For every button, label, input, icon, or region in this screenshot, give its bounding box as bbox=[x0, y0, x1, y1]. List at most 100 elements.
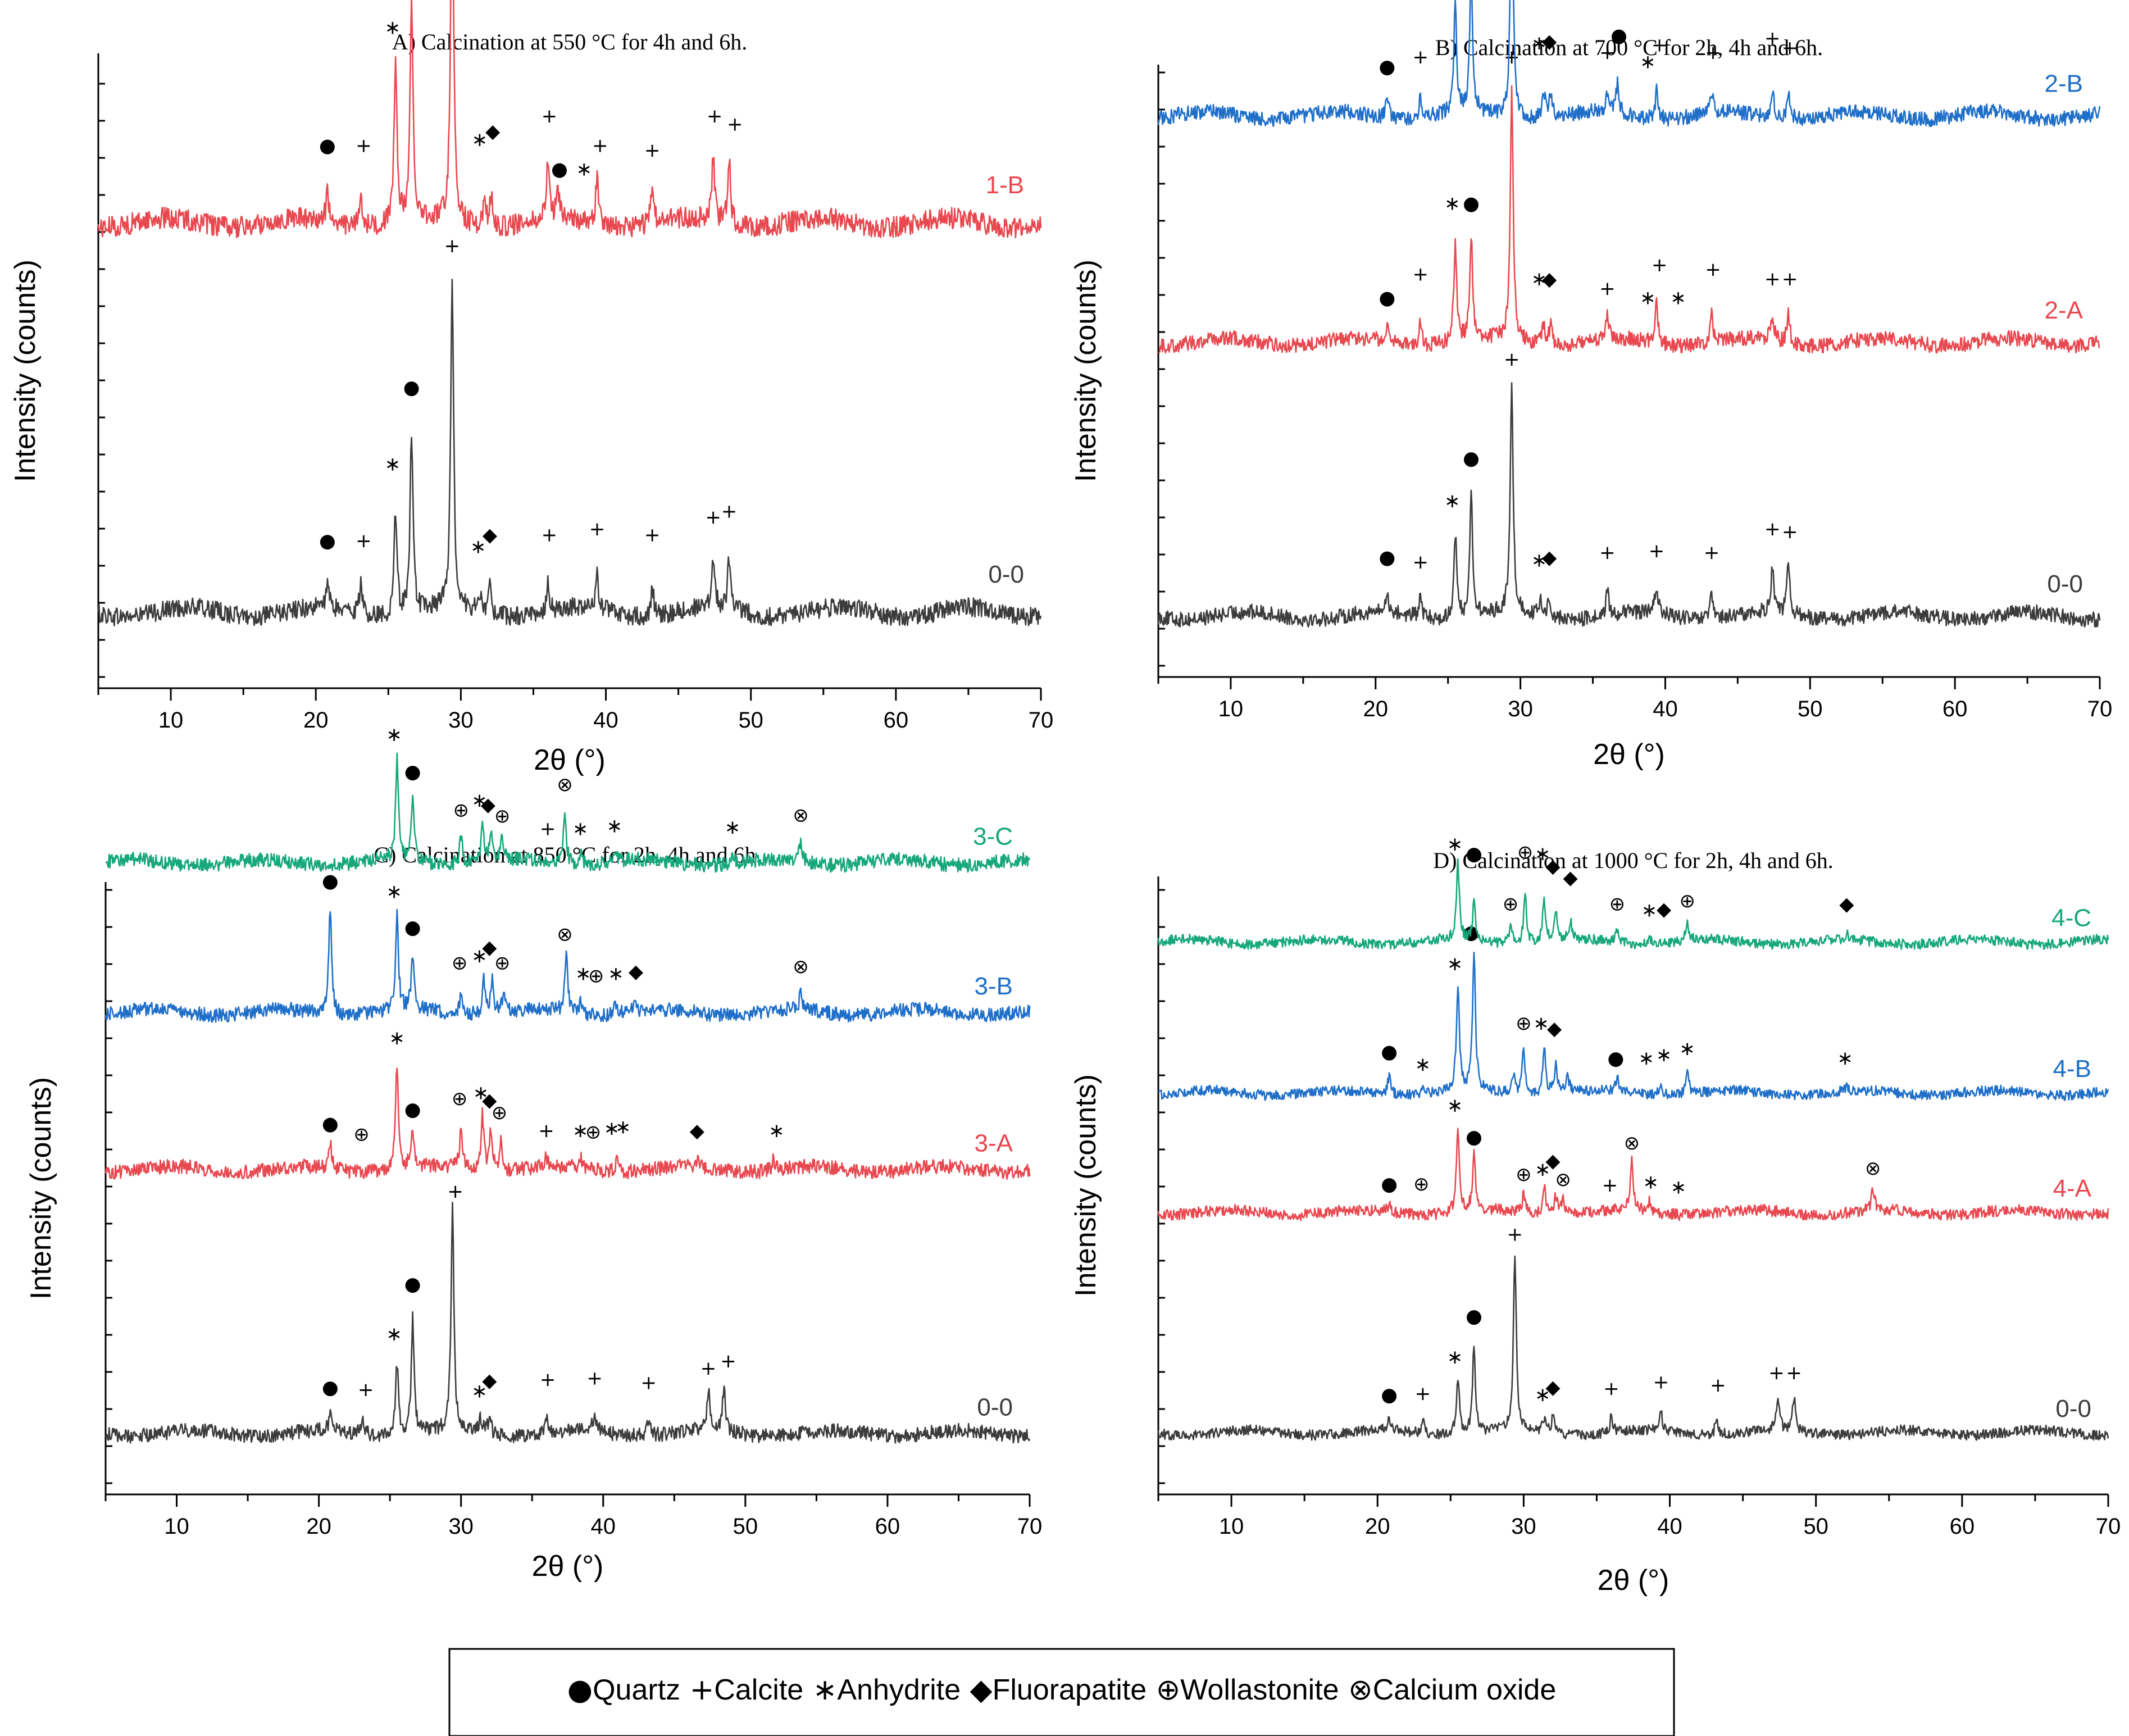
phase-marker: ∗ bbox=[385, 16, 401, 39]
chart-title: A) Calcination at 550 °C for 4h and 6h. bbox=[392, 29, 748, 54]
phase-marker: ∗ bbox=[1680, 1038, 1696, 1060]
phase-marker: ∗ bbox=[1641, 899, 1658, 922]
phase-marker: + bbox=[1704, 542, 1720, 564]
legend-symbol: + bbox=[680, 1673, 714, 1707]
phase-marker: ◆ bbox=[629, 961, 644, 983]
phase-marker: ● bbox=[1463, 447, 1480, 470]
phase-marker: + bbox=[1764, 518, 1781, 540]
phase-marker: ● bbox=[1466, 1126, 1482, 1148]
chart-panel-b: 10 20 30 40 50 60 70 B) Calcination at 700 °C f… bbox=[1070, 0, 2112, 771]
phase-marker: + bbox=[1599, 278, 1616, 300]
phase-marker: ⊕ bbox=[1517, 842, 1534, 864]
series-label: 3-C bbox=[973, 822, 1013, 850]
series-label: 2-B bbox=[2045, 70, 2083, 98]
phase-marker: ◆ bbox=[1563, 866, 1578, 889]
phase-marker: ◆ bbox=[482, 937, 497, 959]
phase-marker: + bbox=[592, 134, 608, 157]
phase-marker: + bbox=[721, 500, 738, 522]
phase-marker: + bbox=[707, 105, 723, 128]
phase-marker: ◆ bbox=[1542, 30, 1557, 53]
phase-marker: ● bbox=[1466, 843, 1482, 865]
phase-marker: ◆ bbox=[1839, 893, 1854, 915]
x-tick-label: 40 bbox=[1653, 697, 1678, 721]
phase-marker: ● bbox=[1463, 193, 1480, 215]
phase-marker: ● bbox=[1611, 25, 1627, 47]
phase-marker: + bbox=[1705, 42, 1721, 64]
phase-marker: ◆ bbox=[481, 794, 496, 816]
phase-marker: + bbox=[538, 1120, 554, 1142]
x-tick-label: 60 bbox=[875, 1514, 900, 1539]
phase-marker: ∗ bbox=[768, 1120, 785, 1142]
phase-marker: ● bbox=[1381, 1173, 1398, 1196]
phase-marker: ◆ bbox=[1542, 547, 1557, 569]
phase-marker: ∗ bbox=[575, 963, 592, 985]
phase-marker: ∗ bbox=[1640, 51, 1656, 74]
y-axis-label: Intensity (counts) bbox=[1070, 1074, 1102, 1297]
phase-marker: + bbox=[589, 518, 606, 540]
phase-marker: + bbox=[1599, 542, 1616, 564]
phase-marker: + bbox=[1507, 1223, 1523, 1246]
x-tick-label: 10 bbox=[158, 708, 184, 733]
phase-marker: + bbox=[1603, 1378, 1620, 1400]
phase-marker: ● bbox=[322, 1376, 339, 1399]
x-tick-label: 70 bbox=[2087, 697, 2113, 721]
phase-marker: ∗ bbox=[1447, 1346, 1463, 1369]
chart-title: D) Calcination at 1000 °C for 2h, 4h and… bbox=[1433, 848, 1834, 873]
phase-marker: ⊕ bbox=[453, 799, 469, 822]
x-tick-label: 20 bbox=[303, 708, 329, 733]
phase-marker: ⊕ bbox=[1609, 893, 1626, 915]
chart-title: B) Calcination at 700 °C for 2h, 4h and … bbox=[1435, 35, 1823, 60]
phase-marker: + bbox=[1786, 1362, 1802, 1384]
phase-marker: ∗ bbox=[473, 1082, 489, 1105]
phase-marker: ⊗ bbox=[1555, 1169, 1571, 1191]
chart-panel-d: 10 20 30 40 50 60 70 D) Calcination at 1000 °C … bbox=[1070, 833, 2121, 1597]
phase-marker: + bbox=[1764, 268, 1781, 290]
legend: ●Quartz +Calcite ∗Anhydrite ◆Fluorapatit… bbox=[448, 1648, 1675, 1736]
chart-panel-c: 10 20 30 40 50 60 70C) Calcination at 850 °C f… bbox=[25, 724, 1042, 1583]
series-line-2-A bbox=[1158, 85, 2100, 354]
phase-marker: ⊕ bbox=[353, 1123, 370, 1146]
series-label: 4-C bbox=[2051, 904, 2091, 931]
phase-marker: ◆ bbox=[1547, 1017, 1562, 1040]
phase-marker: ⊕ bbox=[1680, 890, 1696, 912]
series-line-0-0 bbox=[1157, 382, 2101, 628]
phase-marker: + bbox=[705, 506, 721, 529]
phase-marker: ∗ bbox=[1639, 1047, 1655, 1070]
series-line-3-B bbox=[104, 908, 1031, 1023]
phase-marker: + bbox=[586, 1367, 603, 1390]
phase-marker: ● bbox=[1466, 1305, 1482, 1328]
phase-marker: ◆ bbox=[485, 120, 501, 143]
legend-entry: Wollastonite bbox=[1180, 1674, 1339, 1706]
phase-marker: + bbox=[1504, 46, 1520, 69]
phase-marker: + bbox=[644, 139, 661, 162]
phase-marker: ⊗ bbox=[793, 956, 809, 978]
series-line-4-A bbox=[1157, 1128, 2109, 1221]
x-tick-label: 30 bbox=[1511, 1514, 1536, 1539]
series-line-1-B bbox=[97, 0, 1042, 239]
phase-marker: ∗ bbox=[1531, 32, 1548, 54]
x-tick-label: 20 bbox=[1363, 697, 1389, 721]
series-label: 0-0 bbox=[977, 1393, 1013, 1421]
phase-marker: ∗ bbox=[472, 129, 488, 151]
phase-marker: ∗ bbox=[1531, 268, 1548, 290]
legend-entry: Calcium oxide bbox=[1373, 1674, 1557, 1706]
legend-symbol: ● bbox=[567, 1673, 593, 1707]
series-label: 2-A bbox=[2045, 297, 2083, 324]
phase-marker: ● bbox=[1379, 287, 1396, 310]
phase-marker: ∗ bbox=[576, 158, 593, 180]
phase-marker: ● bbox=[1379, 56, 1396, 78]
phase-marker: ⊕ bbox=[1413, 1173, 1430, 1196]
series-line-0-0 bbox=[105, 1201, 1031, 1444]
phase-marker: + bbox=[1782, 37, 1798, 59]
x-tick-label: 50 bbox=[1803, 1514, 1828, 1539]
phase-marker: ∗ bbox=[386, 724, 402, 746]
phase-marker: ⊕ bbox=[1516, 1012, 1532, 1035]
phase-marker: + bbox=[1599, 42, 1616, 64]
phase-marker: ∗ bbox=[607, 815, 623, 838]
phase-marker: + bbox=[1652, 254, 1668, 276]
series-line-0-0 bbox=[97, 278, 1042, 626]
phase-marker: + bbox=[1653, 1371, 1669, 1394]
phase-marker: + bbox=[1710, 1374, 1726, 1397]
x-tick-label: 70 bbox=[1029, 708, 1054, 733]
phase-marker: ∗ bbox=[1837, 1047, 1853, 1070]
